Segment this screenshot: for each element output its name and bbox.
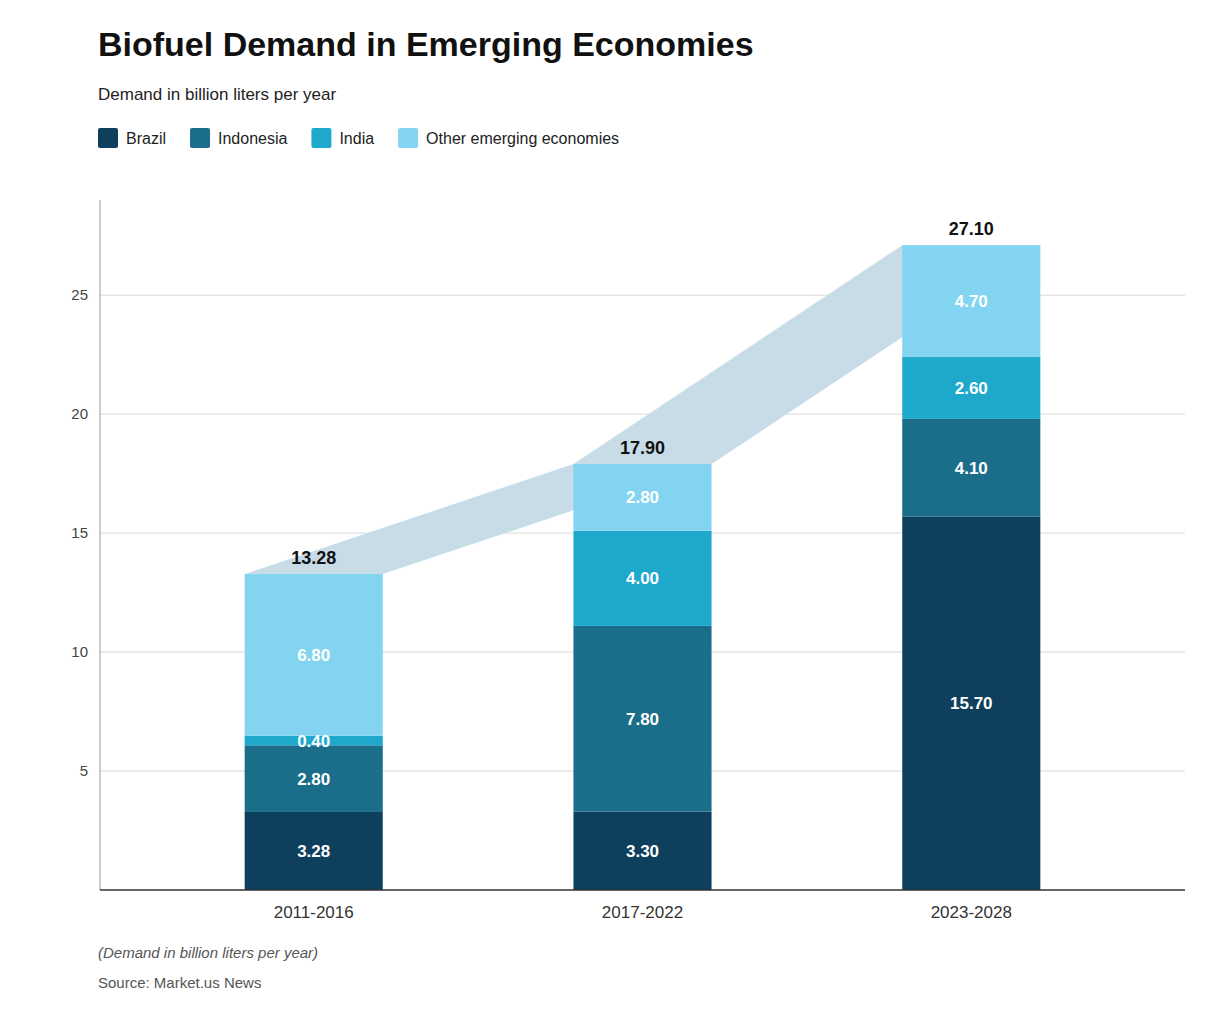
bar-segment bbox=[573, 626, 711, 812]
x-tick-label: 2011-2016 bbox=[274, 903, 354, 922]
bar-segment bbox=[573, 811, 711, 890]
bar-segment bbox=[902, 419, 1040, 517]
legend-swatch bbox=[398, 128, 418, 148]
bar-segment bbox=[573, 531, 711, 626]
data-label: 0.40 bbox=[297, 732, 330, 751]
data-labels: 3.28 3.30 15.70 2.80 7.80 4.10 0.40 4.00 2.60 6.8… bbox=[291, 219, 994, 861]
x-tick-label: 2023-2028 bbox=[931, 903, 1012, 922]
data-label: 2.80 bbox=[626, 488, 659, 507]
legend-label: Brazil bbox=[126, 130, 166, 147]
background bbox=[0, 0, 1220, 1016]
bar-segment bbox=[245, 745, 383, 812]
data-label: 4.10 bbox=[955, 459, 988, 478]
bar-segment bbox=[245, 812, 383, 890]
legend-swatch bbox=[190, 128, 210, 148]
total-label: 17.90 bbox=[620, 438, 665, 458]
y-axis-line bbox=[100, 200, 101, 890]
annotation: Source: Market.us News bbox=[98, 974, 261, 991]
bar-segment bbox=[902, 516, 1040, 890]
bar-segment bbox=[245, 574, 383, 736]
x-axis-line bbox=[100, 889, 1185, 891]
data-label: 15.70 bbox=[950, 694, 993, 713]
annotation: (Demand in billion liters per year) bbox=[98, 944, 318, 961]
data-label: 6.80 bbox=[297, 646, 330, 665]
total-label: 27.10 bbox=[949, 219, 994, 239]
data-label: 2.60 bbox=[955, 379, 988, 398]
legend-swatch bbox=[311, 128, 331, 148]
legend-item: Other emerging economies bbox=[398, 128, 619, 148]
bar-segment bbox=[902, 357, 1040, 419]
legend-label: India bbox=[339, 130, 374, 147]
plot-area bbox=[245, 245, 1041, 890]
data-label: 4.00 bbox=[626, 569, 659, 588]
data-label: 4.70 bbox=[955, 292, 988, 311]
subtitle: Demand in billion liters per year bbox=[98, 85, 336, 104]
x-tick-label: 2017-2022 bbox=[602, 903, 683, 922]
legend-item: Brazil bbox=[98, 128, 166, 148]
bar-segment bbox=[573, 464, 711, 531]
data-label: 3.28 bbox=[297, 842, 330, 861]
legend: Brazil Indonesia India Other emerging econo… bbox=[98, 128, 619, 148]
y-tick-label: 25 bbox=[71, 286, 88, 303]
y-tick-label: 20 bbox=[71, 405, 88, 422]
bar-segment bbox=[902, 245, 1040, 357]
data-label: 2.80 bbox=[297, 770, 330, 789]
data-label: 3.30 bbox=[626, 842, 659, 861]
title: Biofuel Demand in Emerging Economies bbox=[98, 25, 754, 63]
legend-label: Other emerging economies bbox=[426, 130, 619, 147]
y-tick-label: 15 bbox=[71, 524, 88, 541]
y-tick-label: 10 bbox=[71, 643, 88, 660]
legend-swatch bbox=[98, 128, 118, 148]
y-tick-label: 5 bbox=[80, 762, 88, 779]
chart: Biofuel Demand in Emerging Economies Dema… bbox=[0, 0, 1220, 1016]
legend-item: India bbox=[311, 128, 374, 148]
legend-label: Indonesia bbox=[218, 130, 287, 147]
legend-item: Indonesia bbox=[190, 128, 287, 148]
total-label: 13.28 bbox=[291, 548, 336, 568]
data-label: 7.80 bbox=[626, 710, 659, 729]
